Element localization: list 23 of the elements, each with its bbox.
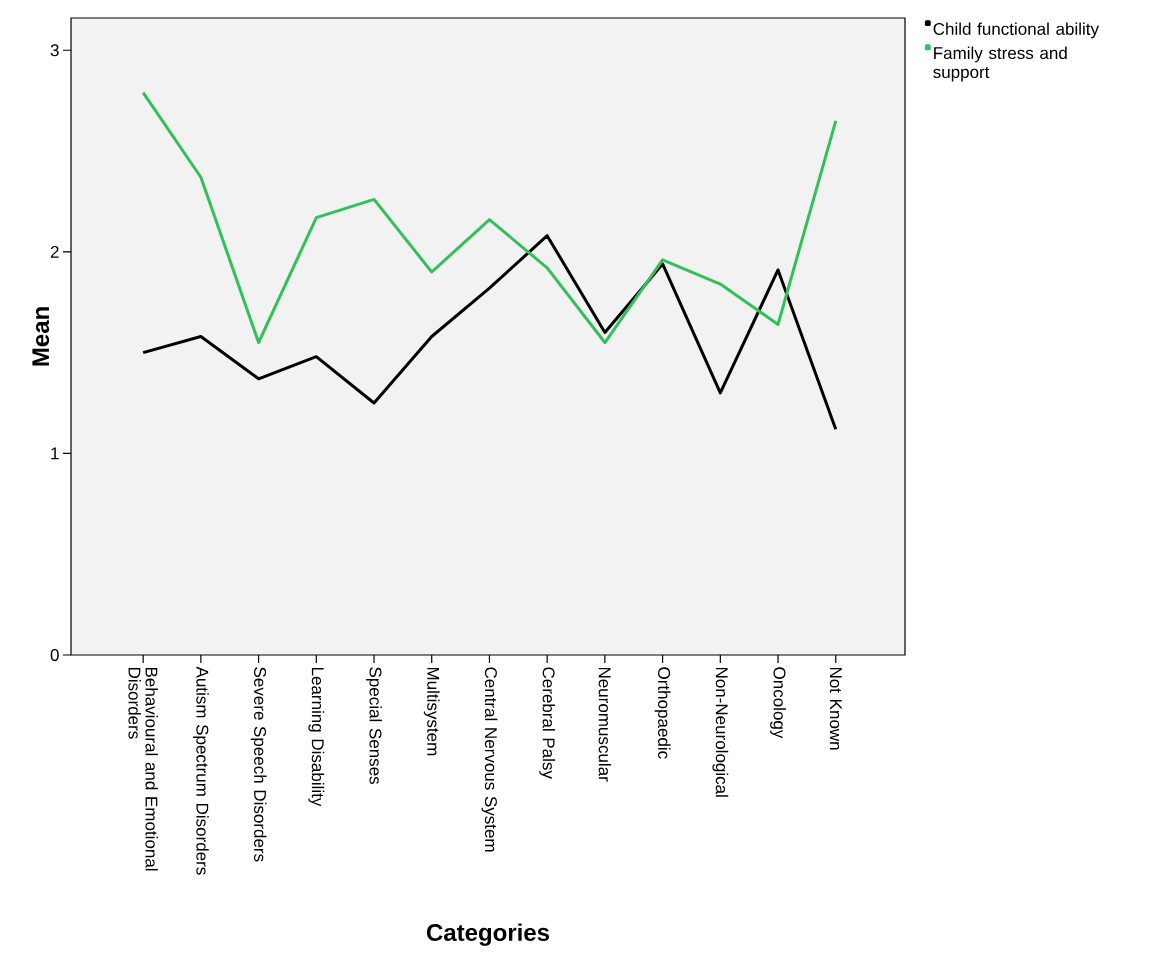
- x-tick-label: Central Nervous System: [481, 667, 498, 852]
- x-axis-title: Categories: [426, 923, 550, 946]
- line-series: [141, 91, 838, 345]
- legend-label: Child functional ability: [933, 22, 1099, 39]
- line-series: [141, 234, 838, 431]
- legend-label: Family stress and support: [933, 46, 1067, 82]
- x-tick-label: Oncology: [770, 667, 786, 739]
- x-tick-label: Multisystem: [423, 667, 440, 756]
- x-tick-label: Neuromuscular: [598, 667, 612, 782]
- x-tick-label: Not Known: [829, 667, 842, 750]
- y-axis-title: Mean: [32, 307, 50, 366]
- x-tick-label: Autism Spectrum Disorders: [192, 666, 209, 875]
- y-tick-label: 1: [51, 447, 59, 460]
- y-tick-label: 2: [50, 245, 59, 258]
- x-tick-label: Cerebral Palsy: [539, 667, 556, 779]
- x-tick-label: Severe Speech Disorders: [250, 667, 267, 862]
- x-tick-label: Non-Neurological: [712, 667, 729, 797]
- x-tick-label: Orthopaedic: [654, 667, 671, 759]
- x-tick-label: Learning Disability: [308, 667, 325, 807]
- x-tick-label: Behavioural and Emotional Disorders: [128, 667, 158, 871]
- y-tick-label: 0: [50, 648, 59, 662]
- x-tick-label: Special Senses: [366, 667, 382, 785]
- y-tick-label: 3: [50, 44, 59, 57]
